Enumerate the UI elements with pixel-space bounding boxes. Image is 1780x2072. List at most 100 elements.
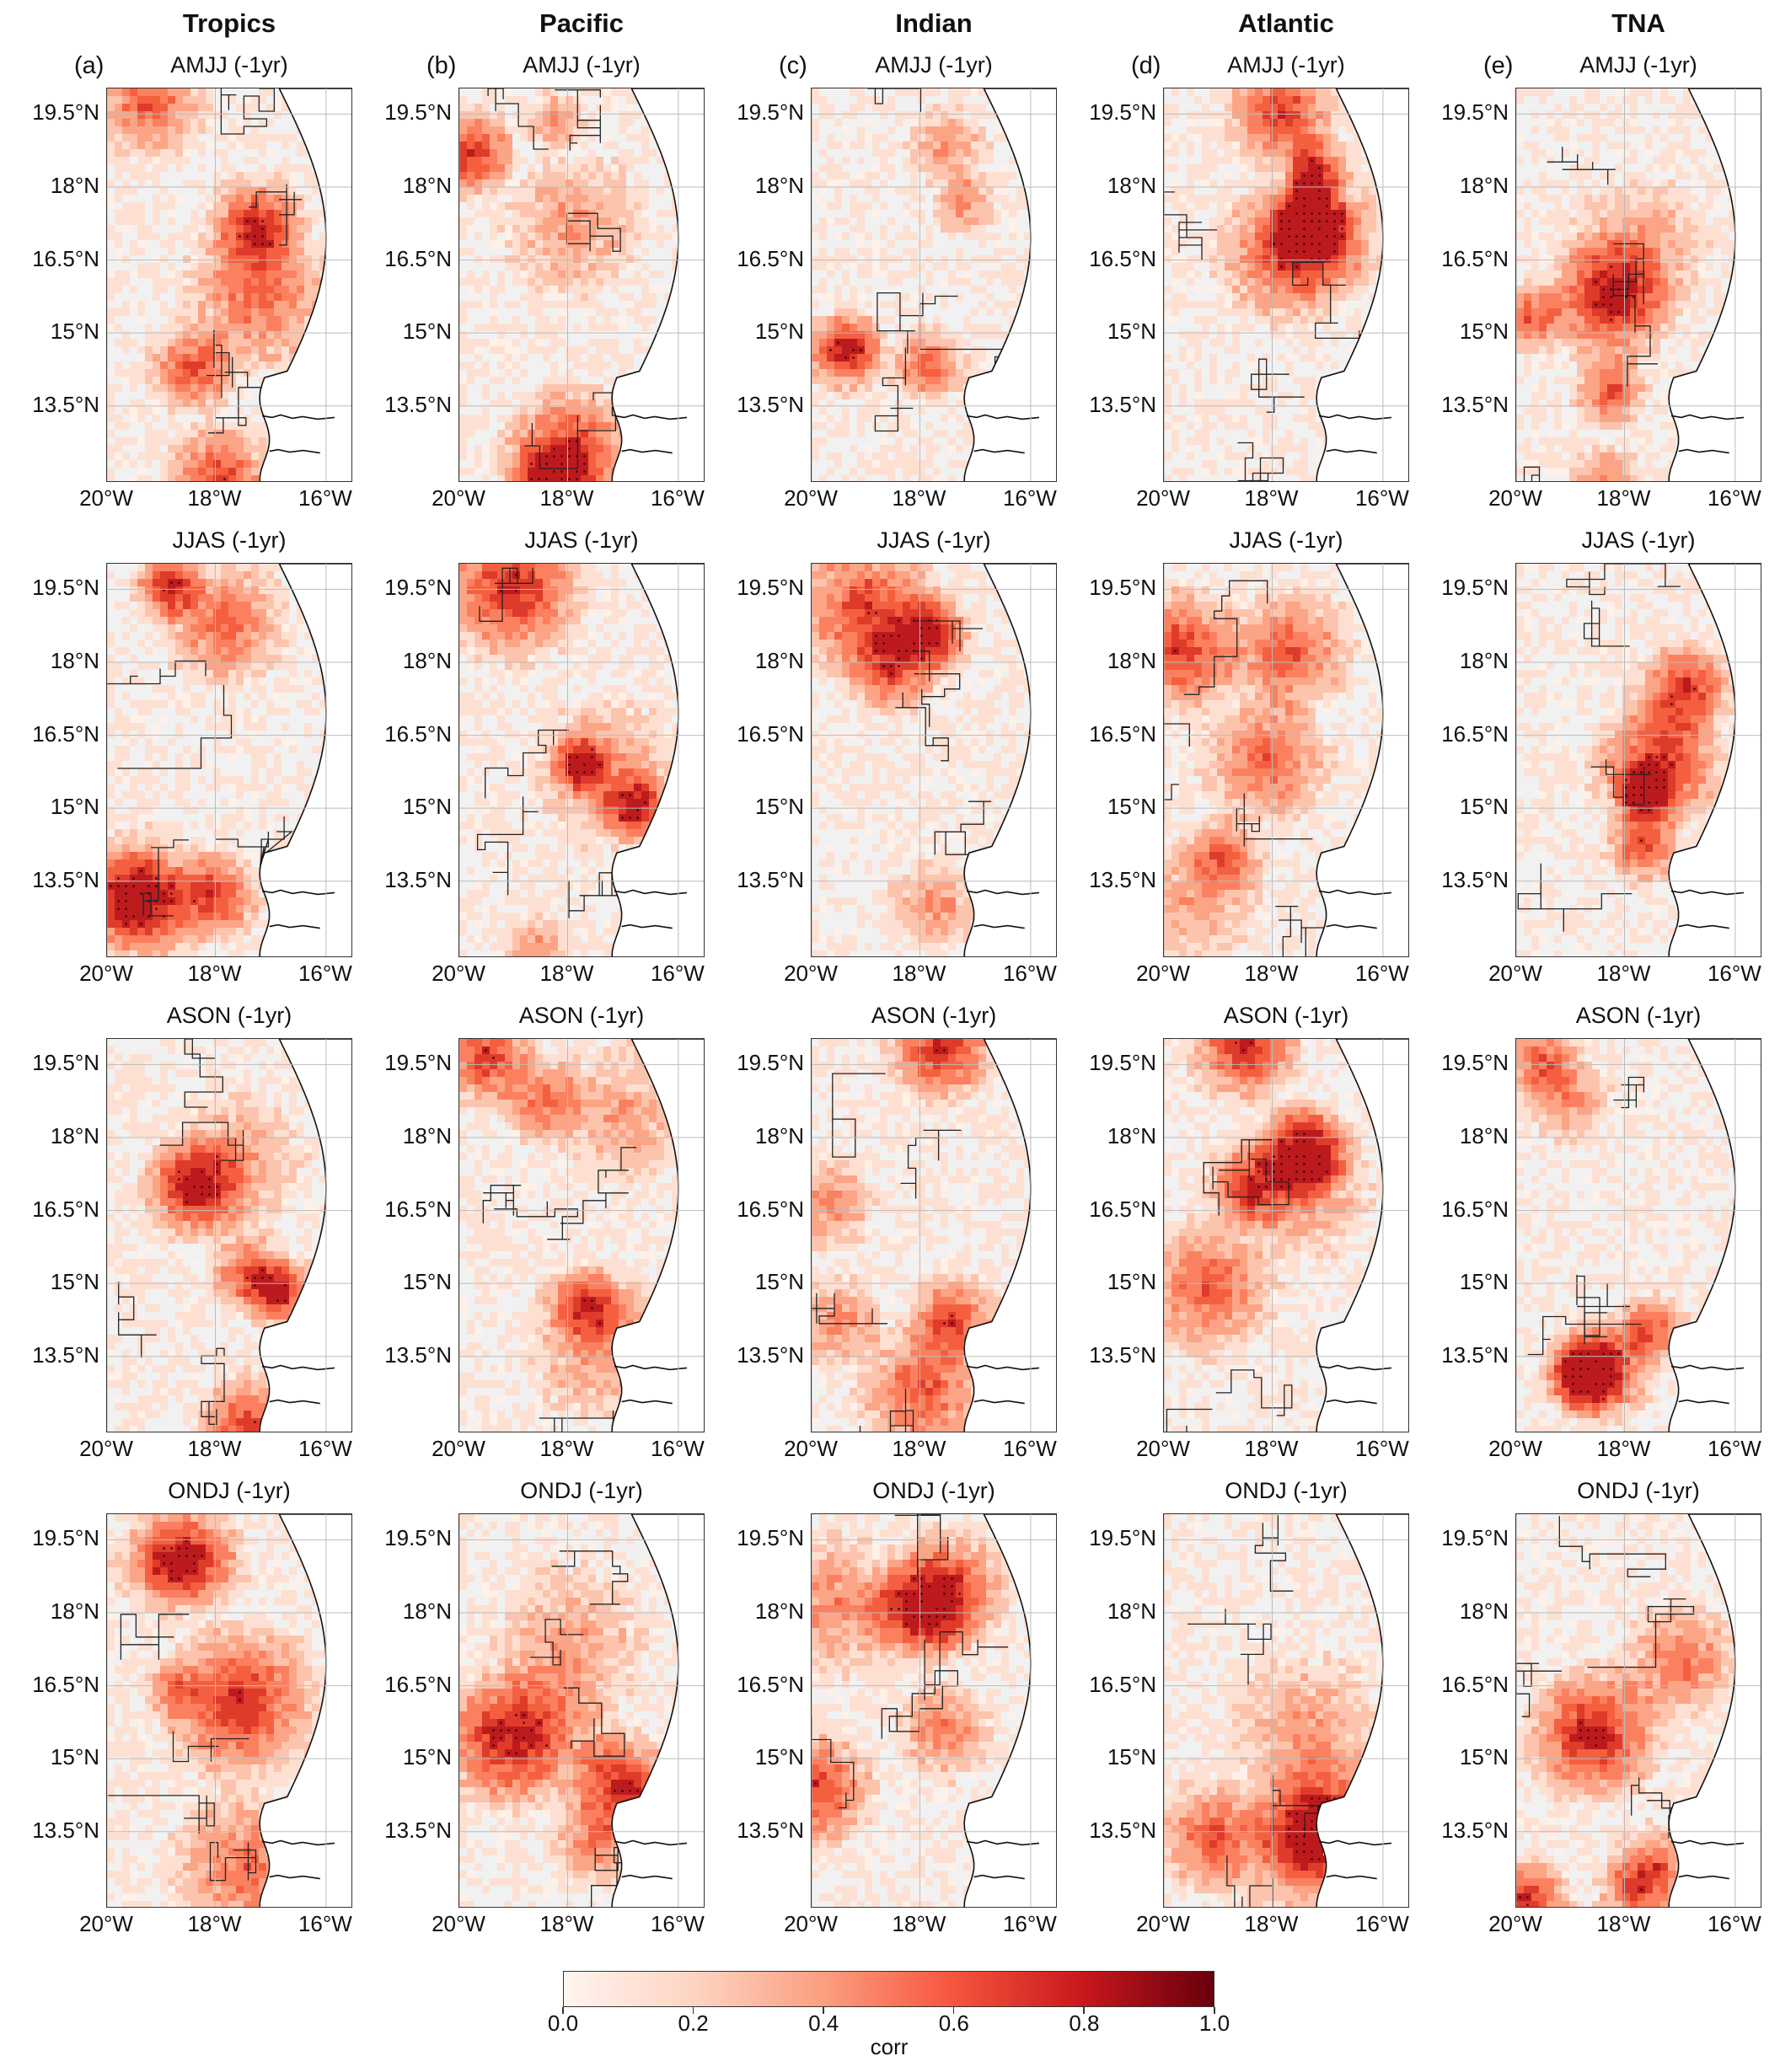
latitude-tick-label: 15°N [1057, 1269, 1156, 1295]
longitude-tick-label: 16°W [1340, 1911, 1424, 1937]
map-canvas [1516, 1039, 1761, 1432]
longitude-tick-label: 18°W [1581, 485, 1665, 511]
longitude-tick-label: 20°W [1121, 1911, 1205, 1937]
latitude-tick-label: 15°N [0, 319, 99, 345]
longitude-tick-label: 16°W [283, 961, 367, 987]
latitude-tick-label: 16.5°N [1409, 1197, 1509, 1223]
column-title: Indian [807, 8, 1060, 39]
latitude-tick-label: 13.5°N [705, 867, 804, 893]
colorbar-tick-mark [952, 2007, 955, 2014]
longitude-tick-label: 18°W [1581, 1911, 1665, 1937]
panel-season-title: ASON (-1yr) [103, 1003, 356, 1029]
map-panel [1163, 88, 1409, 482]
latitude-tick-label: 19.5°N [1057, 575, 1156, 601]
latitude-tick-label: 15°N [352, 1269, 452, 1295]
river-lines [1670, 889, 1745, 929]
colorbar-tick-label: 0.6 [920, 2010, 988, 2037]
colorbar-label: corr [843, 2034, 936, 2060]
latitude-tick-label: 13.5°N [352, 392, 452, 418]
longitude-tick-label: 18°W [172, 1911, 256, 1937]
latitude-tick-label: 15°N [352, 794, 452, 820]
latitude-tick-label: 15°N [1057, 794, 1156, 820]
longitude-tick-label: 18°W [524, 485, 609, 511]
map-canvas [1164, 564, 1408, 956]
latitude-tick-label: 19.5°N [0, 1525, 99, 1551]
river-lines [261, 889, 335, 929]
contour-lines [108, 1614, 257, 1882]
river-lines [1318, 414, 1392, 454]
gridlines [107, 88, 351, 481]
panel-season-title: JJAS (-1yr) [807, 527, 1060, 554]
longitude-tick-label: 18°W [877, 1911, 961, 1937]
latitude-tick-label: 15°N [0, 794, 99, 820]
contour-lines [530, 1550, 629, 1907]
longitude-tick-label: 20°W [1121, 485, 1205, 511]
contour-lines [1166, 1139, 1293, 1432]
latitude-tick-label: 13.5°N [1057, 1342, 1156, 1368]
latitude-tick-label: 16.5°N [352, 721, 452, 747]
colorbar-tick-mark [823, 2007, 824, 2014]
longitude-tick-label: 16°W [635, 961, 720, 987]
latitude-tick-label: 18°N [1409, 1598, 1509, 1625]
correlation-field [812, 1039, 1032, 1432]
panel-season-title: ONDJ (-1yr) [455, 1478, 708, 1504]
gridlines [459, 1039, 704, 1432]
river-lines [1670, 1364, 1745, 1405]
map-panel [811, 1038, 1057, 1432]
river-lines [261, 414, 335, 454]
longitude-tick-label: 16°W [988, 1911, 1072, 1937]
map-panel [1163, 1513, 1409, 1908]
latitude-tick-label: 18°N [1057, 1598, 1156, 1625]
longitude-tick-label: 20°W [769, 961, 853, 987]
river-lines [966, 1839, 1040, 1880]
contour-lines [867, 88, 1004, 432]
gridlines [459, 1514, 704, 1907]
correlation-field [1164, 88, 1384, 481]
latitude-tick-label: 13.5°N [0, 1818, 99, 1844]
panel-season-title: ONDJ (-1yr) [1512, 1478, 1765, 1504]
river-lines [261, 1364, 335, 1405]
latitude-tick-label: 13.5°N [352, 867, 452, 893]
latitude-tick-label: 18°N [705, 173, 804, 199]
river-lines [614, 1839, 688, 1880]
latitude-tick-label: 16.5°N [0, 1197, 99, 1223]
map-panel [1163, 563, 1409, 957]
river-lines [1318, 1839, 1392, 1880]
longitude-tick-label: 16°W [635, 1911, 720, 1937]
river-lines [1670, 414, 1745, 454]
longitude-tick-label: 20°W [769, 485, 853, 511]
latitude-tick-label: 13.5°N [0, 1342, 99, 1368]
panel-season-title: ASON (-1yr) [455, 1003, 708, 1029]
longitude-tick-label: 20°W [64, 485, 148, 511]
column-title: TNA [1512, 8, 1765, 39]
latitude-tick-label: 13.5°N [1057, 392, 1156, 418]
latitude-tick-label: 18°N [705, 648, 804, 674]
panel-season-title: ASON (-1yr) [807, 1003, 1060, 1029]
contour-lines [1516, 147, 1658, 481]
map-panel [811, 88, 1057, 482]
latitude-tick-label: 16.5°N [0, 246, 99, 272]
contour-lines [206, 88, 303, 434]
latitude-tick-label: 19.5°N [352, 575, 452, 601]
river-lines [1670, 1839, 1745, 1880]
gridlines [1164, 564, 1408, 956]
correlation-field [1516, 1514, 1736, 1907]
longitude-tick-label: 18°W [1229, 1436, 1313, 1462]
latitude-tick-label: 18°N [0, 1598, 99, 1625]
river-lines [261, 1839, 335, 1880]
longitude-tick-label: 20°W [1473, 961, 1558, 987]
latitude-tick-label: 13.5°N [1409, 1818, 1509, 1844]
colorbar [563, 1971, 1214, 2007]
column-title: Tropics [103, 8, 356, 39]
panel-season-title: JJAS (-1yr) [1512, 527, 1765, 554]
gridlines [459, 88, 704, 481]
longitude-tick-label: 18°W [524, 1911, 609, 1937]
latitude-tick-label: 16.5°N [1057, 246, 1156, 272]
map-canvas [459, 564, 704, 956]
panel-season-title: ONDJ (-1yr) [1160, 1478, 1413, 1504]
longitude-tick-label: 16°W [283, 485, 367, 511]
longitude-tick-label: 20°W [416, 961, 501, 987]
latitude-tick-label: 15°N [705, 794, 804, 820]
map-canvas [1164, 88, 1408, 481]
panel-label: (a) [74, 52, 104, 80]
